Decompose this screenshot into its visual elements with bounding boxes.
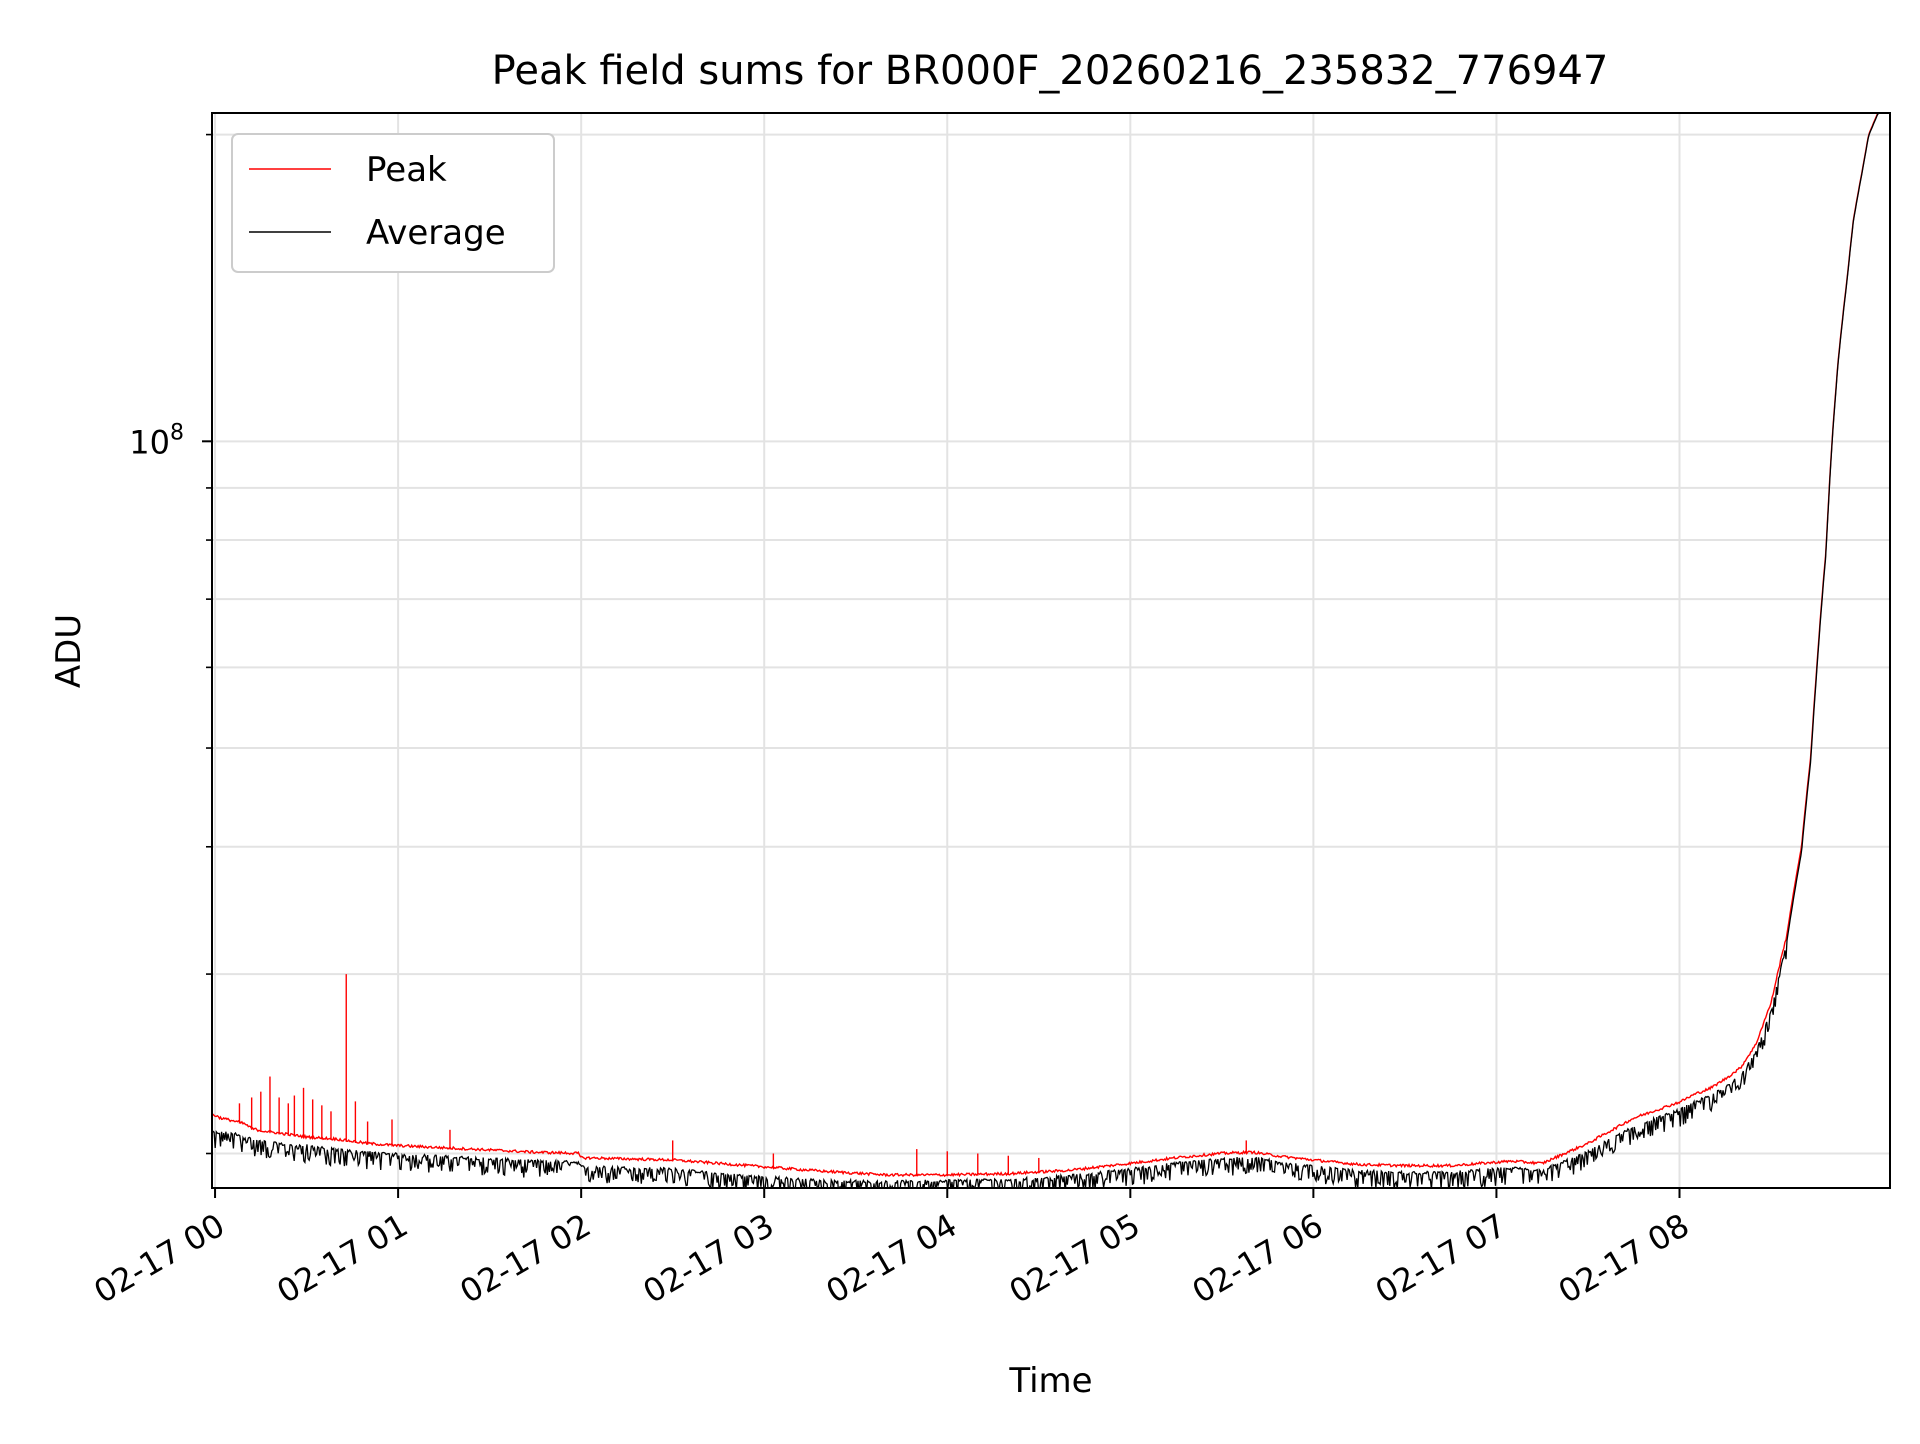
- x-axis-label: Time: [1008, 1361, 1092, 1401]
- series-group: [212, 113, 1881, 1188]
- plot-area: [212, 113, 1881, 1188]
- legend-peak-label: Peak: [366, 150, 447, 190]
- plot-frame: [211, 112, 1891, 1189]
- legend-average-label: Average: [366, 213, 506, 253]
- series-average-line: [212, 113, 1881, 1188]
- y-axis-label: ADU: [49, 614, 89, 688]
- legend: Peak Average: [231, 133, 555, 273]
- series-peak-line: [212, 113, 1880, 1178]
- grid: [212, 113, 1890, 1188]
- chart-title: Peak field sums for BR000F_20260216_2358…: [492, 48, 1609, 94]
